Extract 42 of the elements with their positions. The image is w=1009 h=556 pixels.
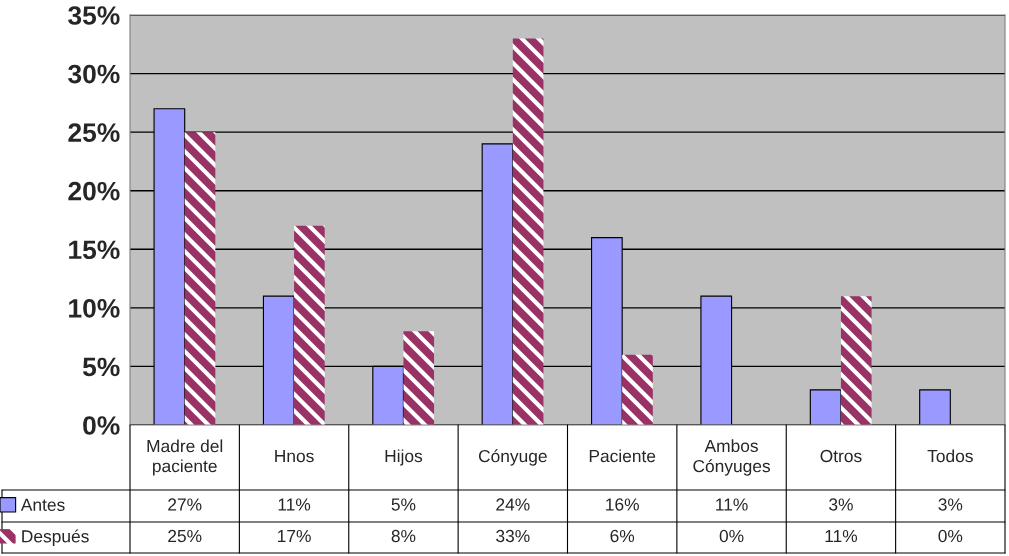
data-label: 11% — [716, 498, 748, 511]
y-tick-label: 15% — [69, 240, 120, 260]
x-tick-label: Paciente — [589, 449, 656, 463]
data-label: 17% — [278, 529, 311, 543]
y-tick-label: 20% — [68, 181, 120, 201]
data-label: 33% — [496, 529, 530, 543]
x-tick-label: Hijos — [385, 449, 423, 466]
legend-label: Antes — [20, 498, 65, 511]
x-tick-label: Ambos Cónyuges — [693, 439, 771, 476]
y-tick-label: 0% — [83, 416, 120, 435]
bar — [184, 132, 216, 425]
data-label: 3% — [829, 498, 853, 511]
y-tick-label: 30% — [68, 64, 120, 84]
data-label: 11% — [278, 498, 311, 511]
data-label: 8% — [391, 529, 416, 543]
bar — [294, 225, 325, 425]
x-tick-label: Todos — [927, 449, 973, 463]
bar — [622, 354, 653, 425]
x-tick-label: Hnos — [275, 450, 314, 463]
y-tick-label: 10% — [69, 298, 120, 318]
y-tick-label: 5% — [82, 357, 120, 377]
x-tick-label: Madre del paciente — [147, 439, 223, 476]
data-label: 5% — [391, 498, 416, 511]
data-label: 24% — [496, 498, 530, 511]
data-label: 16% — [606, 498, 639, 511]
bar — [809, 389, 842, 425]
y-tick-label: 25% — [68, 123, 120, 142]
data-label: 27% — [168, 498, 202, 511]
data-label: 11% — [825, 529, 858, 543]
data-label: 6% — [610, 529, 635, 543]
x-tick-label: Cónyuge — [478, 449, 547, 466]
data-label: 25% — [168, 529, 202, 543]
x-tick-label: Otros — [820, 449, 862, 463]
bar — [512, 38, 544, 425]
data-label: 3% — [938, 498, 963, 511]
data-label: 0% — [938, 529, 963, 543]
data-label: 0% — [719, 529, 744, 543]
bar — [919, 389, 951, 425]
legend-label: Después — [22, 529, 89, 546]
bar — [403, 331, 435, 425]
y-tick-label: 35% — [68, 6, 120, 25]
bar — [840, 296, 872, 425]
